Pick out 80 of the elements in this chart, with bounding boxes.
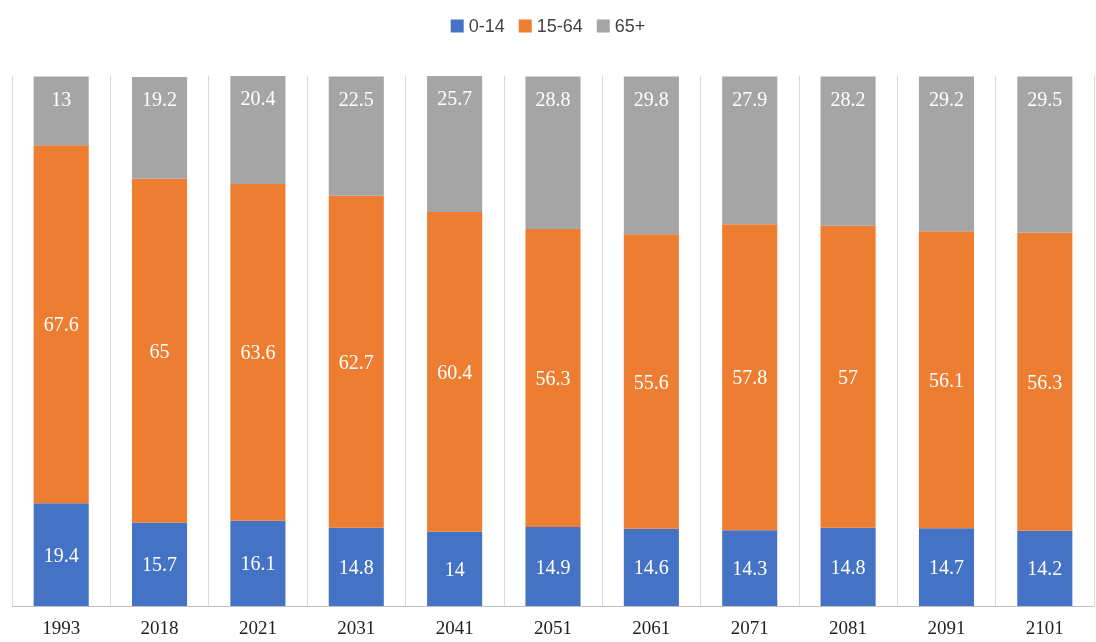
data-label: 27.9 (732, 87, 768, 110)
bar (328, 527, 384, 606)
data-label: 14.6 (633, 556, 669, 579)
x-tick-label: 2041 (435, 617, 474, 638)
data-label: 28.2 (830, 87, 866, 110)
bar (230, 520, 286, 606)
data-label: 14.8 (830, 555, 866, 578)
data-label: 56.3 (535, 367, 571, 390)
bar (132, 77, 188, 179)
bar (918, 76, 974, 232)
data-label: 63.6 (240, 341, 276, 364)
bar (328, 76, 384, 196)
data-label: 29.5 (1027, 87, 1063, 110)
bar (427, 212, 483, 532)
legend-label: 65+ (614, 16, 646, 36)
bar (1017, 76, 1073, 233)
bar (33, 76, 89, 146)
data-label: 25.7 (437, 87, 473, 109)
data-label: 19.4 (43, 543, 79, 566)
x-tick-label: 2081 (829, 617, 868, 638)
bar (132, 522, 188, 606)
data-label: 56.1 (928, 368, 964, 391)
data-label: 55.6 (633, 370, 669, 393)
x-tick-label: 2101 (1025, 617, 1064, 638)
bar (722, 76, 778, 225)
bar (820, 225, 876, 528)
bar (1017, 530, 1073, 606)
x-tick-label: 2051 (534, 617, 572, 638)
bar (1017, 232, 1073, 531)
data-label: 14.3 (732, 557, 768, 580)
x-tick-label: 2091 (927, 617, 966, 638)
bar (722, 224, 778, 531)
data-label: 14.9 (535, 555, 571, 578)
bar (820, 527, 876, 606)
x-tick-label: 2021 (238, 617, 277, 638)
bar (623, 76, 679, 235)
data-label: 65 (149, 339, 170, 362)
bar (918, 231, 974, 529)
bar (525, 76, 581, 230)
data-label: 60.4 (437, 360, 473, 383)
data-label: 29.8 (633, 87, 669, 110)
bar (427, 531, 483, 606)
data-label: 14.2 (1027, 557, 1063, 580)
bar (722, 530, 778, 606)
bar (918, 528, 974, 606)
data-label: 14.8 (338, 555, 374, 578)
bar (328, 195, 384, 528)
data-label: 14 (444, 557, 465, 580)
bar (525, 229, 581, 528)
bar (525, 527, 581, 606)
data-label: 13 (51, 87, 72, 110)
data-label: 67.6 (43, 313, 79, 336)
bar (230, 76, 286, 185)
x-tick-label: 2018 (140, 617, 179, 638)
bar (427, 76, 483, 213)
x-tick-label: 1993 (42, 617, 81, 638)
bar (33, 145, 89, 504)
data-label: 62.7 (338, 350, 374, 373)
data-label: 14.7 (928, 556, 964, 579)
bar (820, 76, 876, 226)
bar (33, 503, 89, 606)
bar (623, 234, 679, 529)
x-tick-label: 2061 (632, 617, 671, 638)
data-label: 56.3 (1027, 370, 1063, 393)
data-label: 57.8 (732, 366, 768, 389)
bar (132, 178, 188, 523)
bar (230, 184, 286, 521)
x-tick-label: 2031 (337, 617, 376, 638)
data-label: 19.2 (142, 88, 178, 111)
data-label: 29.2 (928, 87, 964, 110)
legend-label: 15-64 (536, 16, 583, 36)
data-label: 57 (838, 365, 859, 388)
data-label: 20.4 (240, 87, 276, 109)
data-label: 28.8 (535, 87, 571, 110)
bar (623, 528, 679, 606)
data-label: 22.5 (338, 87, 374, 110)
data-label: 15.7 (142, 553, 178, 576)
data-label: 16.1 (240, 552, 276, 575)
legend-label: 0-14 (468, 16, 505, 36)
x-tick-label: 2071 (730, 617, 769, 638)
